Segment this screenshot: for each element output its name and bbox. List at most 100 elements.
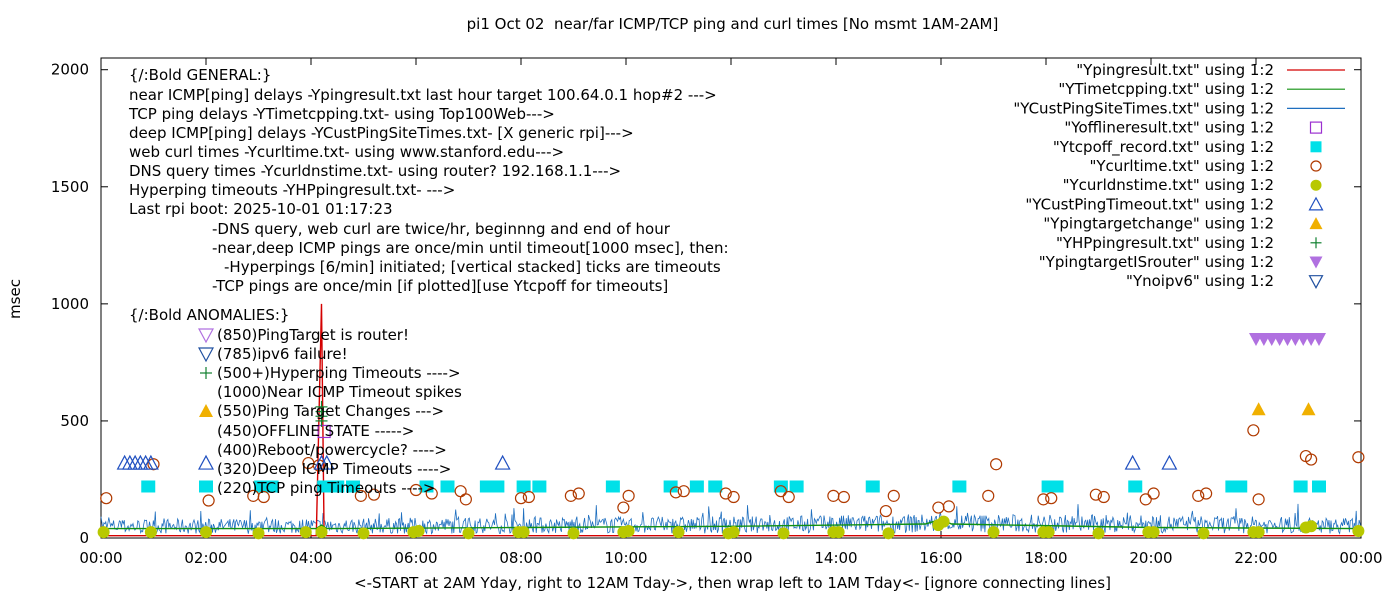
data-point — [199, 480, 213, 493]
data-point — [887, 489, 900, 502]
annotation-line: {/:Bold ANOMALIES:} — [129, 306, 289, 324]
data-point — [1089, 488, 1102, 501]
data-point — [827, 489, 840, 502]
data-point — [1251, 402, 1266, 416]
data-point — [672, 526, 685, 539]
data-point — [100, 492, 113, 505]
data-point — [490, 480, 505, 493]
series-4 — [141, 480, 1326, 493]
data-point — [197, 328, 215, 344]
legend-swatch — [1310, 179, 1322, 191]
legend-swatch — [1309, 256, 1323, 269]
data-point — [97, 526, 110, 539]
legend-label: "Ycurltime.txt" using 1:2 — [1089, 157, 1274, 175]
annotation-line: (550)Ping Target Changes ---> — [217, 402, 444, 420]
x-tick-label: 06:00 — [394, 549, 437, 567]
legend-label: "Yofflineresult.txt" using 1:2 — [1064, 119, 1274, 137]
data-point — [789, 480, 804, 493]
y-tick-label: 1500 — [51, 178, 89, 196]
data-point — [1305, 453, 1318, 466]
data-point — [202, 494, 215, 507]
legend-swatch — [1310, 141, 1322, 153]
data-point — [454, 485, 467, 498]
data-point — [357, 527, 370, 540]
legend-label: "Ypingtargetchange" using 1:2 — [1043, 215, 1274, 233]
legend-label: "Ynoipv6" using 1:2 — [1126, 272, 1274, 290]
data-point — [1124, 454, 1141, 470]
annotation-line: (500+)Hyperping Timeouts ----> — [217, 364, 461, 382]
annotation-line: DNS query times -Ycurldnstime.txt- using… — [129, 162, 621, 180]
data-point — [532, 480, 547, 493]
legend-swatch — [1310, 237, 1322, 249]
data-point — [774, 485, 787, 498]
data-point — [367, 488, 381, 501]
data-point — [932, 501, 945, 514]
data-point — [494, 454, 511, 470]
data-point — [517, 526, 530, 539]
x-tick-label: 08:00 — [499, 549, 542, 567]
data-point — [1128, 480, 1143, 493]
data-point — [1305, 520, 1318, 533]
data-point — [197, 347, 215, 363]
annotation-line: -TCP pings are once/min [if plotted][use… — [212, 277, 668, 295]
legend-label: "YCustPingTimeout.txt" using 1:2 — [1025, 195, 1274, 213]
x-tick-label: 00:00 — [79, 549, 122, 567]
data-point — [689, 480, 704, 493]
y-tick-label: 0 — [79, 529, 89, 547]
series-5 — [100, 424, 1365, 518]
data-point — [440, 480, 455, 493]
data-point — [1037, 493, 1050, 506]
data-point — [409, 483, 423, 497]
annotation-block: {/:Bold GENERAL:} near ICMP[ping] delays … — [128, 66, 729, 497]
annotation-line: (850)PingTarget is router! — [217, 326, 409, 344]
annotation-line: near ICMP[ping] delays -Ypingresult.txt … — [129, 86, 717, 104]
legend-label: "Ypingresult.txt" using 1:2 — [1076, 61, 1274, 79]
data-point — [727, 490, 740, 504]
data-point — [782, 490, 795, 504]
data-point — [1192, 489, 1205, 502]
annotation-line: Hyperping timeouts -YHPpingresult.txt- -… — [129, 181, 455, 199]
data-point — [147, 458, 160, 471]
data-point — [1097, 490, 1110, 504]
data-point — [605, 480, 620, 493]
annotation-line: (320)Deep ICMP Timeouts ----> — [217, 460, 451, 478]
annotation-line: TCP ping delays -YTimetcpping.txt- using… — [128, 105, 555, 123]
annotation-line: (1000)Near ICMP Timeout spikes — [217, 383, 462, 401]
data-point — [987, 526, 1000, 539]
data-point — [318, 454, 335, 470]
data-point — [514, 492, 528, 505]
data-point — [459, 493, 472, 506]
data-point — [317, 424, 331, 439]
y-tick-label: 2000 — [51, 61, 89, 79]
data-point — [663, 480, 678, 493]
data-point — [1293, 480, 1308, 493]
legend: "Ypingresult.txt" using 1:2"YTimetcpping… — [1013, 61, 1345, 290]
data-point — [1352, 451, 1365, 464]
legend-swatch — [1309, 217, 1323, 230]
x-tick-label: 22:00 — [1234, 549, 1277, 567]
data-point — [865, 480, 880, 493]
data-point — [1312, 332, 1326, 346]
data-point — [1147, 526, 1160, 539]
data-point — [937, 515, 950, 528]
series-0 — [101, 303, 1361, 537]
series-9 — [315, 400, 328, 427]
data-point — [1312, 480, 1326, 493]
data-point — [315, 400, 328, 413]
data-point — [777, 527, 790, 540]
series-7 — [116, 454, 1178, 470]
x-tick-label: 02:00 — [184, 549, 227, 567]
series-8 — [1251, 402, 1316, 416]
data-point — [1301, 402, 1316, 416]
series-3 — [317, 424, 331, 439]
legend-swatch — [1309, 121, 1323, 134]
series-layer — [97, 303, 1365, 540]
annotation-line: deep ICMP[ping] delays -YCustPingSiteTim… — [129, 124, 634, 142]
annotation-line: Last rpi boot: 2025-10-01 01:17:23 — [129, 200, 393, 218]
data-point — [669, 486, 682, 499]
x-tick-label: 00:00 — [1339, 549, 1382, 567]
data-point — [882, 527, 895, 540]
legend-label: "YpingtargetISrouter" using 1:2 — [1039, 253, 1274, 271]
legend-swatch — [1310, 160, 1322, 172]
x-tick-label: 16:00 — [919, 549, 962, 567]
